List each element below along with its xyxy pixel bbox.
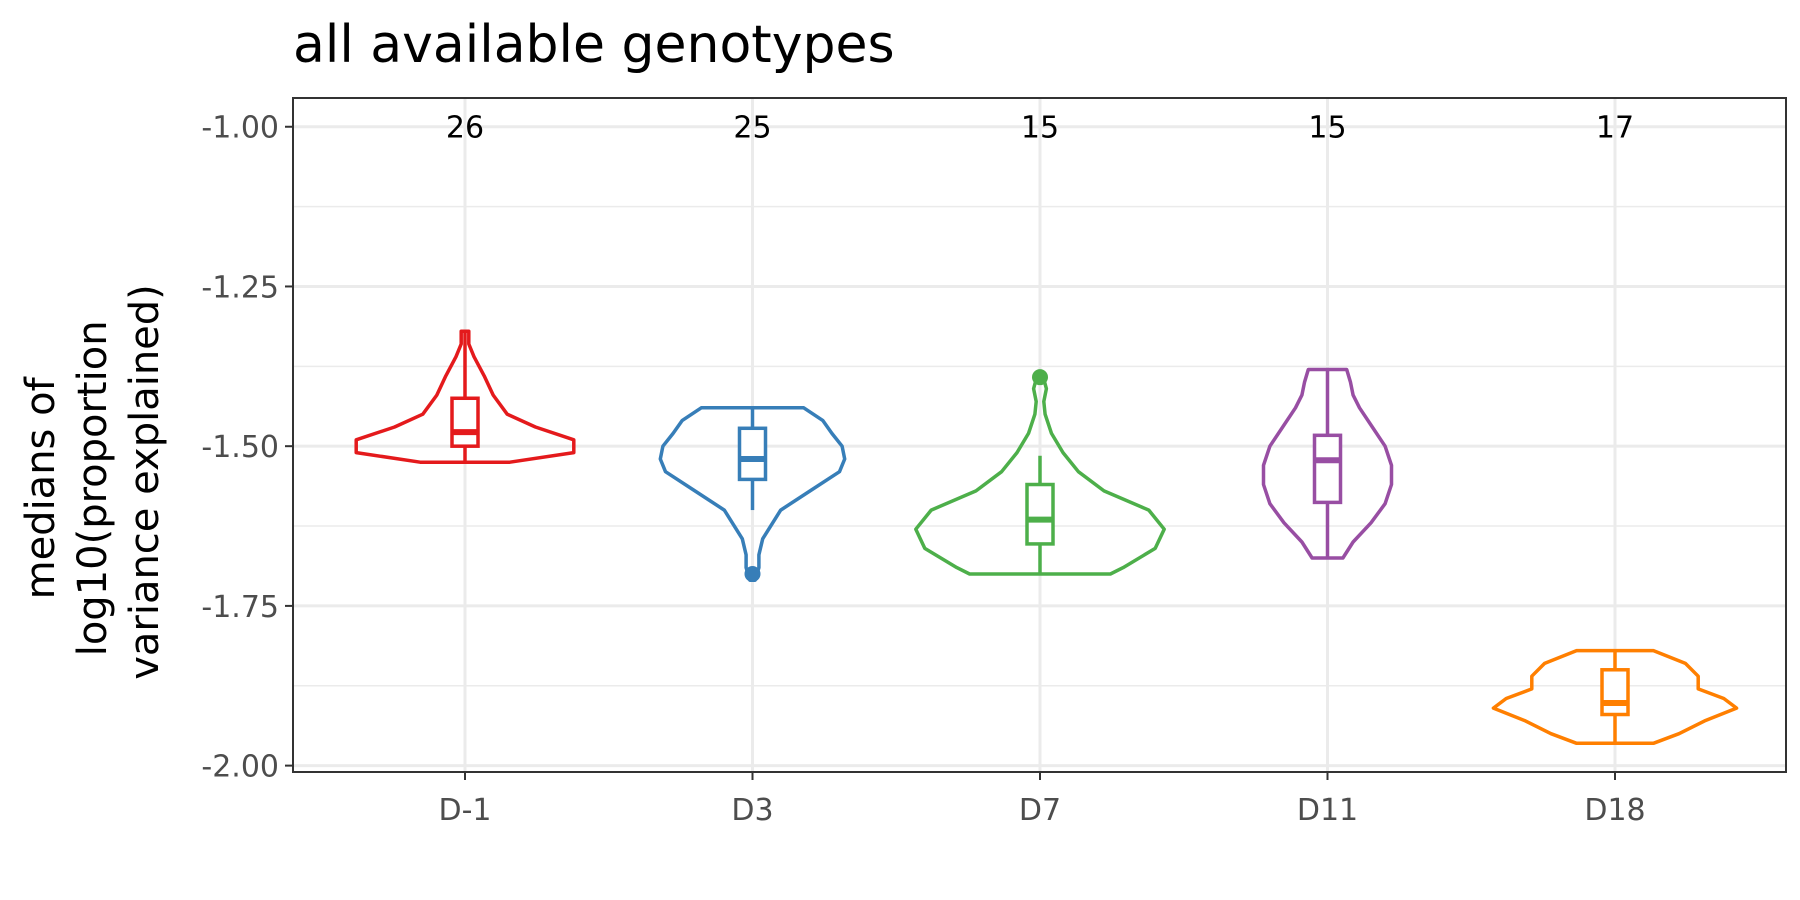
count-label-D11: 15: [1308, 111, 1346, 146]
count-label-D3: 25: [733, 111, 771, 146]
violin-D3: [658, 406, 847, 583]
violin-D-1: [354, 329, 576, 464]
violin-D11: [1261, 367, 1394, 560]
y-axis-label-line-1: medians of: [18, 376, 64, 599]
box-D11: [1312, 433, 1343, 505]
count-label-D18: 17: [1596, 111, 1634, 146]
violin-D18: [1491, 648, 1739, 746]
x-tick-label: D3: [731, 793, 773, 828]
y-axis-label-line-2: log10(proportion: [70, 320, 116, 656]
outlier-point-D3: [744, 565, 761, 582]
box-D18: [1600, 668, 1630, 717]
y-tick-label: -1.25: [201, 270, 279, 305]
y-tick-label: -1.75: [201, 590, 279, 625]
y-axis-label-line-3: variance explained): [122, 284, 168, 680]
y-axis-label: medians of log10(proportion variance exp…: [18, 284, 168, 680]
outlier-point-D7: [1032, 369, 1048, 386]
box-D-1: [450, 396, 480, 448]
x-tick-label: D11: [1297, 793, 1358, 828]
box-D3: [737, 426, 768, 482]
x-tick-label: D7: [1019, 793, 1061, 828]
y-tick-label: -2.00: [201, 750, 279, 785]
count-label-D-1: 26: [446, 111, 484, 146]
x-tick-label: D-1: [438, 793, 491, 828]
plot-area: 26 25 15 15 17 -1.00 -1.25 -1.50 -1.75 -2.00 D-1 D3…: [201, 97, 1787, 828]
box-D7: [1025, 482, 1055, 546]
count-label-D7: 15: [1021, 111, 1059, 146]
y-tick-label: -1.50: [201, 430, 279, 465]
x-tick-label: D18: [1584, 793, 1645, 828]
chart-title: all available genotypes: [293, 15, 895, 75]
y-tick-label: -1.00: [201, 111, 279, 146]
